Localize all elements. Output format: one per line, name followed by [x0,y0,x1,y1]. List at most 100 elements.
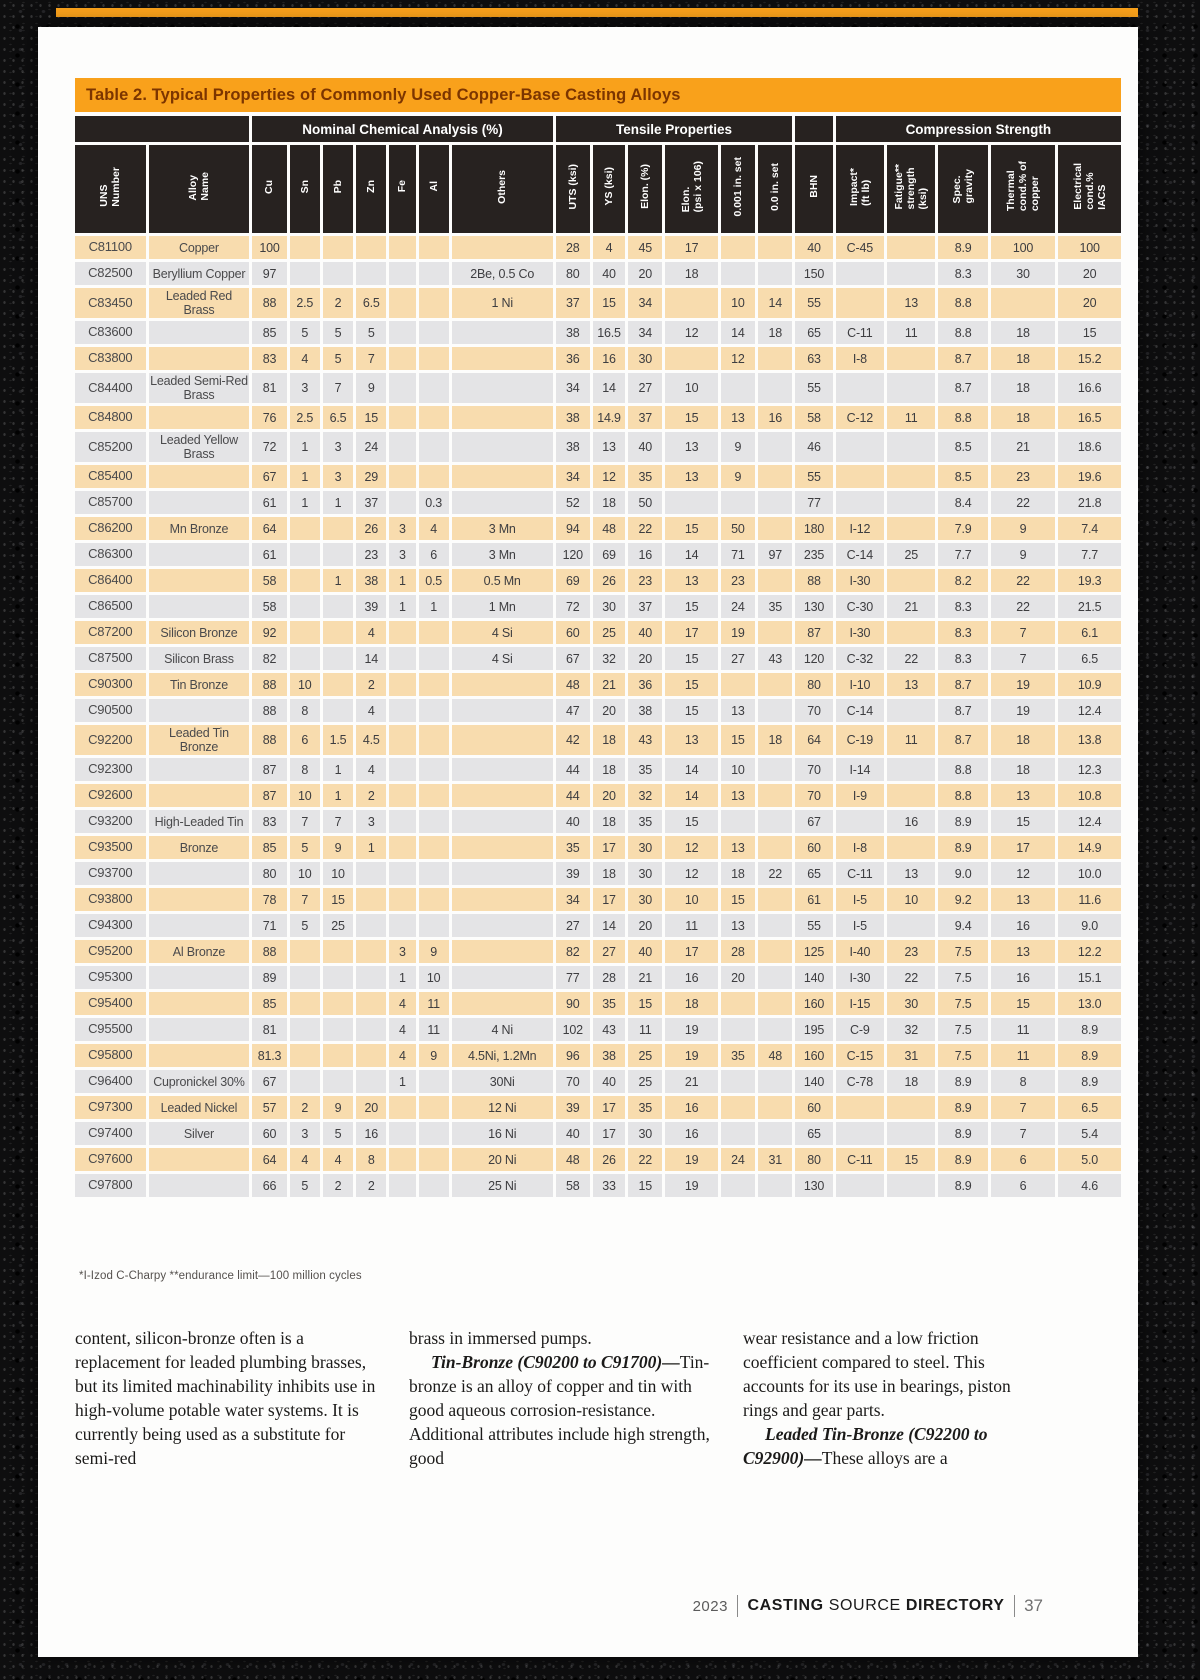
table-cell [758,432,793,462]
uns-number-cell: C86500 [75,595,146,618]
table-row: C95800 81.3 4 9 4.5Ni, 1.2Mn 96 38 25 19 35 48 160 C… [75,1044,1121,1067]
table-cell: 1 [389,966,416,989]
footer-separator [736,1595,739,1617]
table-cell: 12 [592,465,626,488]
table-cell: 9 [720,465,756,488]
table-cell: 38 [356,569,387,592]
table-cell: 4 [322,1148,354,1171]
table-cell: 15 [887,1148,936,1171]
table-cell: 36 [628,673,663,696]
table-cell [389,784,416,807]
table-cell: 17 [592,836,626,859]
table-cell [451,373,553,403]
table-cell [835,465,885,488]
table-cell: 12.3 [1058,758,1121,781]
table-cell [289,1044,320,1067]
table-cell: 27 [628,373,663,403]
table-cell: 12.4 [1058,699,1121,722]
table-cell [289,262,320,285]
table-cell: 9 [322,1096,354,1119]
column-header-cell: Impact* (ft lb) [835,145,885,233]
table-cell: 18 [990,373,1056,403]
table-cell [451,992,553,1015]
table-cell [720,1096,756,1119]
table-cell: 1 Mn [451,595,553,618]
paragraph: wear resistance and a low friction coeff… [743,1328,1011,1420]
table-cell: 1 [322,758,354,781]
table-cell: 1 [389,1070,416,1093]
table-cell [322,647,354,670]
table-cell [887,784,936,807]
table-cell: 44 [555,758,590,781]
footer-separator [1013,1595,1016,1617]
table-cell [389,1174,416,1197]
table-cell: 58 [252,595,287,618]
table-cell: 39 [555,1096,590,1119]
group-header-cell [75,116,250,142]
column-header-label: Electrical cond.% IACS [1071,163,1108,210]
table-cell: 88 [252,699,287,722]
table-cell: 81 [252,373,287,403]
group-header-row: Nominal Chemical Analysis (%) Tensile Pro… [75,116,1121,142]
table-cell: 12 [665,862,718,885]
table-cell [758,1070,793,1093]
paragraph-lead: Tin-Bronze (C90200 to C91700)— [431,1351,680,1372]
table-cell [356,914,387,937]
table-cell: 32 [628,784,663,807]
column-header-label: BHN [807,175,820,198]
article-text-columns: content, silicon-bronze often is a repla… [75,1327,1045,1471]
table-cell [322,1018,354,1041]
table-cell: 14.9 [592,406,626,429]
table-cell: 14 [758,288,793,318]
table-cell [289,236,320,259]
table-cell: 1 [389,569,416,592]
table-cell [418,288,449,318]
table-cell: 4 [356,621,387,644]
table-cell: 0.5 Mn [451,569,553,592]
table-cell [418,888,449,911]
table-cell: 8.2 [938,569,988,592]
group-header-cell: Tensile Properties [555,116,793,142]
table-cell [451,725,553,755]
table-cell: 10.0 [1058,862,1121,885]
table-cell [418,406,449,429]
table-cell: 20 [592,699,626,722]
uns-number-cell: C97400 [75,1122,146,1145]
table-cell [289,543,320,566]
table-cell: 11 [887,406,936,429]
table-cell: 30 [628,862,663,885]
table-cell [322,699,354,722]
table-cell: 13 [887,862,936,885]
uns-number-cell: C83800 [75,347,146,370]
table-row: C95200 Al Bronze 88 3 9 82 27 40 17 28 125 I-40 23 7.… [75,940,1121,963]
table-cell: 10 [720,288,756,318]
uns-number-cell: C95500 [75,1018,146,1041]
table-cell: 8.7 [938,725,988,755]
table-cell: 96 [555,1044,590,1067]
table-cell: 12.2 [1058,940,1121,963]
table-cell: 6 [990,1148,1056,1171]
table-row: C95300 89 1 10 77 28 21 16 20 140 I-30 22 7.5 16 15.1 [75,966,1121,989]
table-cell: 12.4 [1058,810,1121,833]
table-cell: 8.5 [938,465,988,488]
table-cell: 16 [758,406,793,429]
uns-number-cell: C85400 [75,465,146,488]
table-cell: 3 Mn [451,543,553,566]
table-cell [356,940,387,963]
column-header-cell: UTS (ksi) [555,145,590,233]
table-row: C92200 Leaded Tin Bronze 88 6 1.5 4.5 42 18 43 13… [75,725,1121,755]
table-cell: 19 [665,1148,718,1171]
table-row: C96400 Cupronickel 30% 67 1 30Ni 70 40 25 21 140 C… [75,1070,1121,1093]
table-cell: 6.5 [1058,1096,1121,1119]
uns-number-cell: C81100 [75,236,146,259]
table-cell [418,673,449,696]
table-cell: 10 [289,784,320,807]
column-header-label: Alloy Name [186,172,211,201]
table-cell: 35 [555,836,590,859]
table-cell: 24 [356,432,387,462]
table-cell: 67 [795,810,833,833]
table-cell: 16 [592,347,626,370]
table-cell: 6.5 [356,288,387,318]
table-cell [720,1018,756,1041]
table-cell: 25 [592,621,626,644]
